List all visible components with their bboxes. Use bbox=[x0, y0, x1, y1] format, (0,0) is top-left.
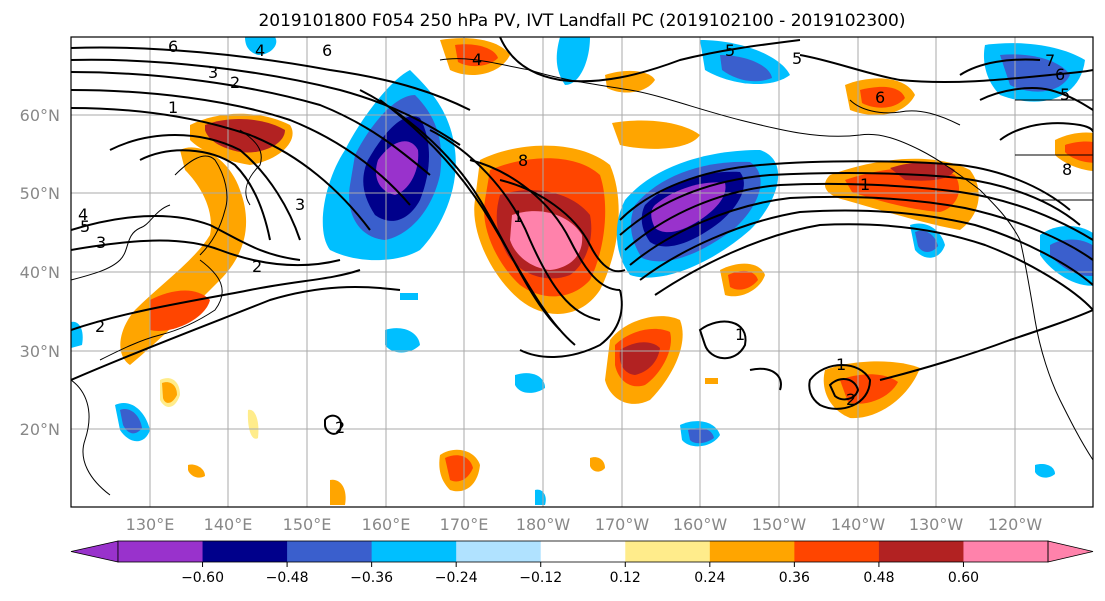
longitude-labels: 130°E 140°E 150°E 160°E 170°E 180°W 170°… bbox=[126, 515, 1043, 534]
colorbar-swatch bbox=[878, 541, 964, 562]
colorbar-tick-label: 0.36 bbox=[779, 570, 810, 586]
colorbar-tick-label: −0.36 bbox=[350, 570, 393, 586]
contour-label: 5 bbox=[80, 217, 90, 236]
colorbar-extend-min bbox=[70, 540, 119, 563]
contour-label: 3 bbox=[295, 195, 305, 214]
contour-labels: 6 3 2 1 6 4 5 3 2 3 2 8 1 1 2 1 6 5 4 5 bbox=[78, 37, 1072, 437]
lon-label: 150°W bbox=[752, 515, 807, 534]
lon-label: 130°E bbox=[126, 515, 175, 534]
lon-label: 120°W bbox=[988, 515, 1043, 534]
colorbar-frame bbox=[117, 540, 1049, 563]
lon-label: 170°E bbox=[440, 515, 489, 534]
contour-label: 6 bbox=[168, 37, 178, 56]
lon-label: 140°W bbox=[831, 515, 886, 534]
colorbar-tick-label: 0.24 bbox=[694, 570, 725, 586]
lat-label: 60°N bbox=[20, 106, 60, 125]
latitude-labels: 60°N 50°N 40°N 30°N 20°N bbox=[20, 106, 60, 439]
graticule bbox=[71, 37, 1093, 507]
colorbar-swatch bbox=[540, 541, 626, 562]
colorbar-tick-label: 0.48 bbox=[863, 570, 894, 586]
contour-label: 2 bbox=[335, 418, 345, 437]
contour-label: 4 bbox=[78, 205, 88, 224]
colorbar-tick-label: −0.60 bbox=[181, 570, 224, 586]
contour-label: 1 bbox=[735, 325, 745, 344]
colorbar-swatch bbox=[118, 541, 204, 562]
contour-label: 4 bbox=[472, 50, 482, 69]
colorbar-extend-max bbox=[1047, 540, 1094, 563]
colorbar-swatch bbox=[625, 541, 711, 562]
map-title: 2019101800 F054 250 hPa PV, IVT Landfall… bbox=[258, 11, 905, 31]
contour-label: 6 bbox=[875, 88, 885, 107]
colorbar-swatch bbox=[794, 541, 880, 562]
colorbar-swatch bbox=[963, 541, 1049, 562]
contour-label: 2 bbox=[252, 257, 262, 276]
map-panel: 6 3 2 1 6 4 5 3 2 3 2 8 1 1 2 1 6 5 4 5 bbox=[70, 36, 1094, 508]
map-frame bbox=[70, 36, 1094, 508]
lon-label: 160°W bbox=[673, 515, 728, 534]
lat-label: 30°N bbox=[20, 342, 60, 361]
contour-label: 3 bbox=[208, 63, 218, 82]
contour-label: 1 bbox=[860, 175, 870, 194]
lat-label: 40°N bbox=[20, 263, 60, 282]
contour-label: 8 bbox=[1062, 160, 1072, 179]
contour-label: 8 bbox=[518, 151, 528, 170]
colorbar-tick-label: −0.48 bbox=[266, 570, 309, 586]
contour-label: 4 bbox=[255, 41, 265, 60]
contour-label: 6 bbox=[322, 41, 332, 60]
colorbar-tick-label: 0.12 bbox=[610, 570, 641, 586]
contour-label: 1 bbox=[513, 207, 523, 226]
contour-label: 2 bbox=[846, 390, 856, 409]
contour-label: 5 bbox=[1060, 85, 1070, 104]
pv-contours bbox=[71, 37, 1093, 435]
contour-label: 7 bbox=[1045, 51, 1055, 70]
colorbar-tick-label: −0.24 bbox=[435, 570, 478, 586]
lat-label: 20°N bbox=[20, 420, 60, 439]
colorbar-swatch bbox=[287, 541, 373, 562]
lon-label: 170°W bbox=[595, 515, 650, 534]
contour-label: 5 bbox=[725, 41, 735, 60]
colorbar-swatch bbox=[709, 541, 795, 562]
contour-label: 1 bbox=[836, 355, 846, 374]
colorbar-swatch bbox=[202, 541, 288, 562]
colorbar-tick-label: −0.12 bbox=[519, 570, 562, 586]
lon-label: 180°W bbox=[516, 515, 571, 534]
contour-label: 3 bbox=[96, 233, 106, 252]
lon-label: 130°W bbox=[909, 515, 964, 534]
contour-label: 6 bbox=[1055, 65, 1065, 84]
colorbar-swatch bbox=[456, 541, 542, 562]
colorbar: −0.60 −0.48 −0.36 −0.24 −0.12 0.12 0.24 0.36 0.4… bbox=[70, 540, 1094, 586]
contour-label: 2 bbox=[230, 73, 240, 92]
colorbar-tick-label: 0.60 bbox=[948, 570, 979, 586]
colorbar-swatch bbox=[371, 541, 457, 562]
lat-label: 50°N bbox=[20, 184, 60, 203]
contour-label: 5 bbox=[792, 49, 802, 68]
contour-label: 1 bbox=[168, 98, 178, 117]
lon-label: 160°E bbox=[362, 515, 411, 534]
contour-label: 2 bbox=[95, 317, 105, 336]
lon-label: 140°E bbox=[204, 515, 253, 534]
lon-label: 150°E bbox=[283, 515, 332, 534]
